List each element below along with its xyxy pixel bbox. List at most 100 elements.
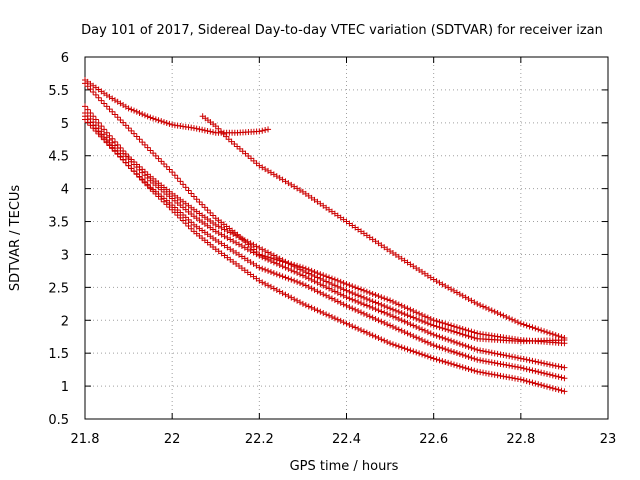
data-point xyxy=(541,382,548,389)
data-point xyxy=(398,309,405,316)
data-point xyxy=(488,359,495,366)
data-point xyxy=(210,129,217,136)
data-point xyxy=(87,119,94,126)
data-point xyxy=(424,353,431,360)
data-point xyxy=(128,106,135,113)
data-point xyxy=(375,317,382,324)
data-point xyxy=(538,359,545,366)
data-point xyxy=(352,306,359,313)
data-point xyxy=(509,353,516,360)
data-point xyxy=(128,158,135,165)
data-point xyxy=(160,119,167,126)
data-point xyxy=(259,246,266,253)
data-point xyxy=(416,325,423,332)
data-point xyxy=(288,261,295,268)
data-point xyxy=(196,126,203,133)
data-point xyxy=(500,352,507,359)
data-point xyxy=(141,141,148,148)
y-tick-label: 4 xyxy=(61,183,69,198)
data-point xyxy=(317,289,324,296)
data-point xyxy=(334,283,341,290)
data-point xyxy=(117,153,124,160)
data-point xyxy=(419,317,426,324)
data-point xyxy=(158,118,165,125)
data-point xyxy=(349,290,356,297)
data-point xyxy=(546,330,553,337)
data-point xyxy=(561,375,568,382)
data-point xyxy=(439,334,446,341)
data-point xyxy=(468,328,475,335)
data-point xyxy=(355,285,362,292)
data-point xyxy=(392,342,399,349)
data-point xyxy=(297,279,304,286)
data-point xyxy=(421,338,428,345)
data-point xyxy=(299,281,306,288)
data-point xyxy=(265,256,272,263)
data-point xyxy=(103,138,110,145)
data-point xyxy=(311,306,318,313)
data-point xyxy=(462,352,469,359)
data-point xyxy=(152,116,159,123)
data-point xyxy=(378,294,385,301)
data-point xyxy=(506,315,513,322)
data-point xyxy=(543,383,550,390)
data-point xyxy=(141,172,148,179)
data-point xyxy=(320,310,327,317)
data-point xyxy=(468,354,475,361)
grid xyxy=(85,57,608,419)
data-point xyxy=(369,290,376,297)
data-point xyxy=(512,354,519,361)
data-point xyxy=(355,308,362,315)
data-point xyxy=(459,331,466,338)
data-point xyxy=(538,327,545,334)
data-point xyxy=(262,255,269,262)
data-point xyxy=(331,315,338,322)
y-tick-label: 2.5 xyxy=(48,281,69,296)
data-point xyxy=(340,279,347,286)
data-point xyxy=(326,294,333,301)
data-point xyxy=(404,312,411,319)
data-point xyxy=(177,214,184,221)
data-point xyxy=(114,114,121,121)
data-point xyxy=(381,309,388,316)
data-point xyxy=(125,162,132,169)
data-point xyxy=(308,285,315,292)
data-point xyxy=(538,369,545,376)
data-point xyxy=(465,327,472,334)
data-point xyxy=(262,266,269,273)
data-point xyxy=(546,371,553,378)
data-point xyxy=(549,372,556,379)
data-point xyxy=(488,349,495,356)
data-point xyxy=(190,125,197,132)
data-point xyxy=(477,357,484,364)
data-point xyxy=(491,359,498,366)
data-point xyxy=(282,258,289,265)
y-tick-label: 4.5 xyxy=(48,150,69,165)
data-point xyxy=(323,273,330,280)
data-point xyxy=(326,312,333,319)
data-point xyxy=(136,109,143,116)
data-point xyxy=(182,220,189,227)
data-point xyxy=(343,281,350,288)
data-point xyxy=(169,169,176,176)
data-point xyxy=(82,103,88,110)
data-point xyxy=(302,273,309,280)
data-point xyxy=(144,182,151,189)
y-tick-label: 5 xyxy=(61,117,69,132)
data-point xyxy=(87,109,94,116)
data-point xyxy=(381,319,388,326)
data-point xyxy=(193,196,200,203)
data-point xyxy=(482,370,489,377)
data-point xyxy=(259,265,266,272)
data-point xyxy=(199,126,206,133)
data-point xyxy=(285,260,292,267)
y-tick-label: 5.5 xyxy=(48,84,69,99)
data-point xyxy=(349,305,356,312)
data-point xyxy=(217,128,224,135)
data-point xyxy=(410,322,417,329)
data-point xyxy=(84,116,91,123)
data-point xyxy=(546,384,553,391)
data-point xyxy=(328,275,335,282)
data-point xyxy=(297,299,304,306)
data-point xyxy=(549,362,556,369)
